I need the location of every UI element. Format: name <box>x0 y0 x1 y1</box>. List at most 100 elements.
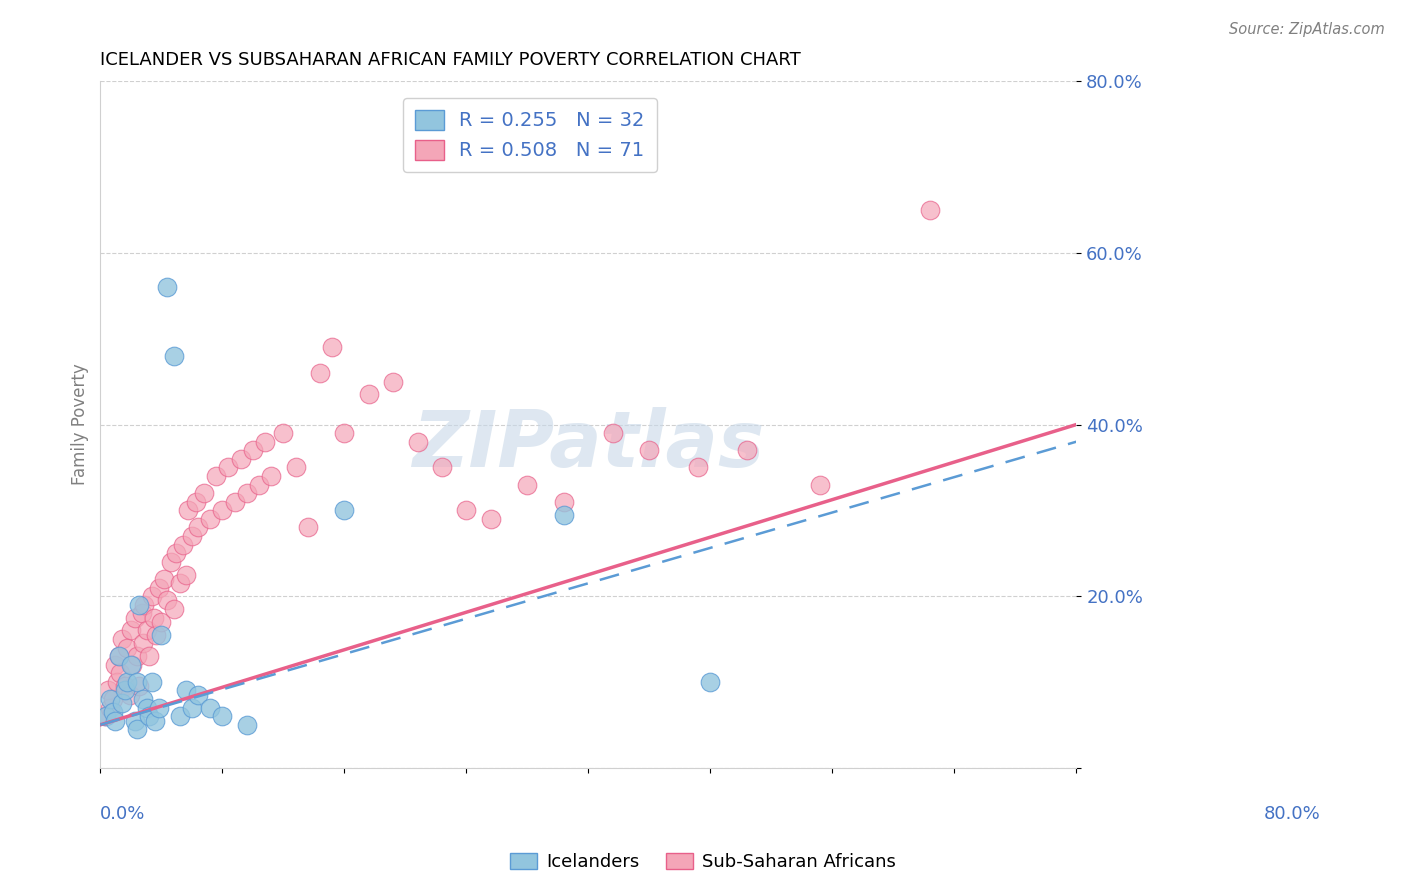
Point <box>357 387 380 401</box>
Point <box>333 503 356 517</box>
Point <box>160 555 183 569</box>
Point <box>177 503 200 517</box>
Point <box>236 718 259 732</box>
Point <box>382 375 405 389</box>
Point <box>169 576 191 591</box>
Point <box>114 683 136 698</box>
Point <box>205 469 228 483</box>
Point <box>174 567 197 582</box>
Point <box>553 508 575 522</box>
Point <box>150 615 173 629</box>
Point <box>169 709 191 723</box>
Point <box>118 688 141 702</box>
Point <box>165 546 187 560</box>
Point <box>260 469 283 483</box>
Point <box>148 581 170 595</box>
Point <box>699 674 721 689</box>
Point <box>150 628 173 642</box>
Text: 80.0%: 80.0% <box>1264 805 1320 823</box>
Point <box>138 709 160 723</box>
Point <box>456 503 478 517</box>
Point <box>120 657 142 672</box>
Point <box>128 679 150 693</box>
Point <box>148 700 170 714</box>
Point <box>111 697 134 711</box>
Point <box>184 494 207 508</box>
Point <box>125 649 148 664</box>
Point <box>229 451 252 466</box>
Point <box>602 426 624 441</box>
Point <box>120 624 142 638</box>
Point <box>111 632 134 646</box>
Point <box>162 349 184 363</box>
Point <box>128 598 150 612</box>
Point <box>180 529 202 543</box>
Point <box>284 460 307 475</box>
Point <box>104 714 127 728</box>
Point <box>180 700 202 714</box>
Point <box>98 700 121 714</box>
Point <box>101 705 124 719</box>
Point <box>132 692 155 706</box>
Point <box>97 683 120 698</box>
Point <box>198 700 221 714</box>
Point <box>141 674 163 689</box>
Point <box>273 426 295 441</box>
Point <box>553 494 575 508</box>
Point <box>174 683 197 698</box>
Point <box>143 610 166 624</box>
Point <box>321 340 343 354</box>
Point <box>211 503 233 517</box>
Point <box>479 512 502 526</box>
Point <box>141 589 163 603</box>
Point <box>406 434 429 449</box>
Point <box>98 692 121 706</box>
Point <box>297 520 319 534</box>
Point <box>172 538 194 552</box>
Text: ICELANDER VS SUBSAHARAN AFRICAN FAMILY POVERTY CORRELATION CHART: ICELANDER VS SUBSAHARAN AFRICAN FAMILY P… <box>100 51 801 69</box>
Point <box>247 477 270 491</box>
Point <box>138 649 160 664</box>
Point <box>333 426 356 441</box>
Point <box>107 649 129 664</box>
Point <box>96 709 118 723</box>
Point <box>104 657 127 672</box>
Point <box>145 628 167 642</box>
Point <box>101 692 124 706</box>
Point <box>125 674 148 689</box>
Point <box>430 460 453 475</box>
Point <box>152 572 174 586</box>
Point <box>309 366 332 380</box>
Point <box>107 674 129 689</box>
Point <box>124 610 146 624</box>
Point <box>187 688 209 702</box>
Point <box>688 460 710 475</box>
Point <box>94 709 117 723</box>
Point <box>134 598 156 612</box>
Point <box>808 477 831 491</box>
Point <box>143 714 166 728</box>
Point <box>115 674 138 689</box>
Point <box>114 679 136 693</box>
Point <box>236 486 259 500</box>
Point <box>108 666 131 681</box>
Point <box>242 443 264 458</box>
Point <box>198 512 221 526</box>
Y-axis label: Family Poverty: Family Poverty <box>72 364 89 485</box>
Text: Source: ZipAtlas.com: Source: ZipAtlas.com <box>1229 22 1385 37</box>
Legend: R = 0.255   N = 32, R = 0.508   N = 71: R = 0.255 N = 32, R = 0.508 N = 71 <box>404 98 657 172</box>
Point <box>254 434 277 449</box>
Point <box>187 520 209 534</box>
Point <box>135 624 157 638</box>
Point <box>132 636 155 650</box>
Point <box>107 649 129 664</box>
Point <box>156 593 179 607</box>
Point <box>115 640 138 655</box>
Point <box>162 602 184 616</box>
Point <box>135 700 157 714</box>
Text: ZIPatlas: ZIPatlas <box>412 407 765 483</box>
Point <box>224 494 246 508</box>
Point <box>125 722 148 736</box>
Legend: Icelanders, Sub-Saharan Africans: Icelanders, Sub-Saharan Africans <box>502 846 904 879</box>
Point <box>156 280 179 294</box>
